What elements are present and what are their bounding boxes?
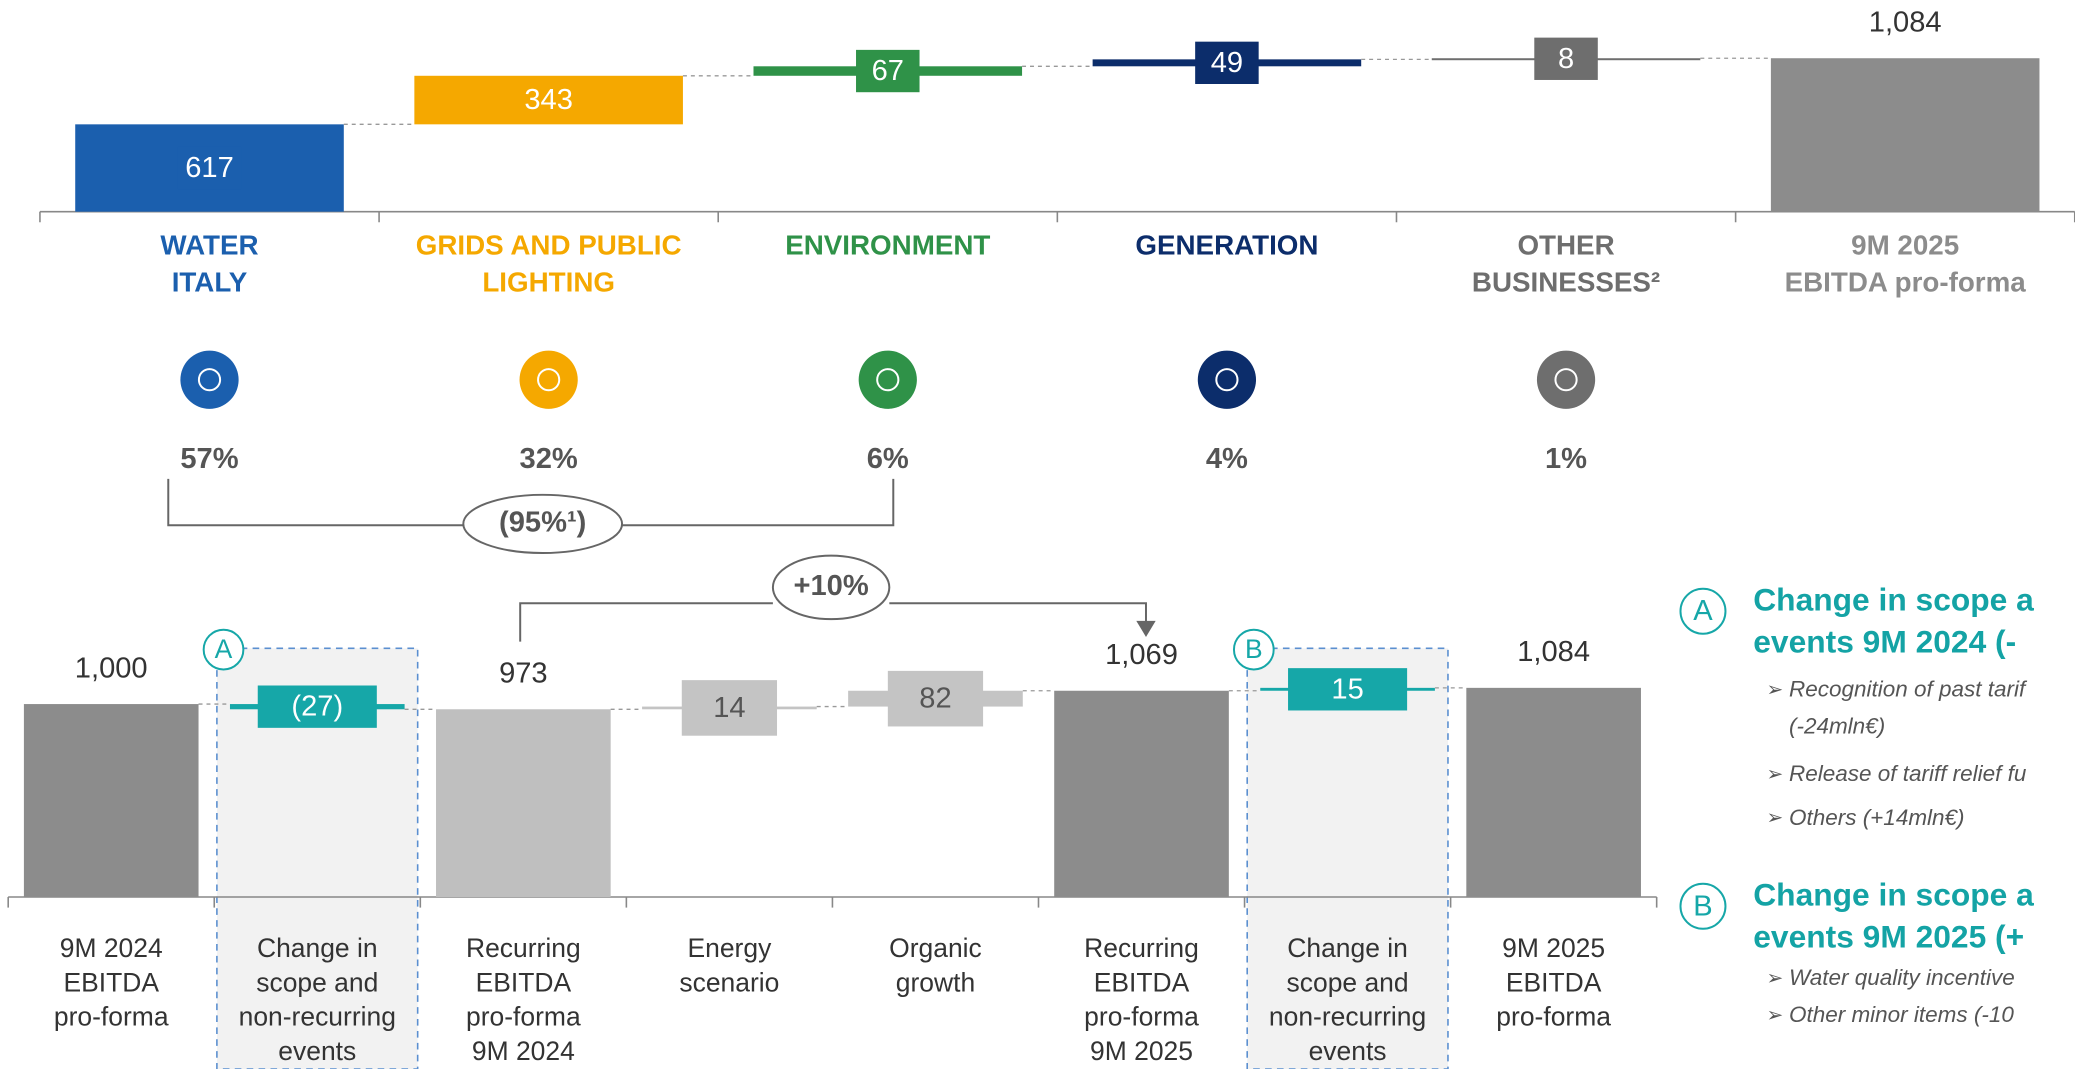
value-label: 15 (1331, 673, 1363, 705)
value-label: 973 (499, 658, 548, 690)
value-label: 14 (713, 692, 745, 724)
note-bullet: Recognition of past tarif (1789, 677, 2028, 702)
note-title: Change in scope a (1753, 876, 2034, 912)
category-label: GRIDS AND PUBLIC LIGHTING (416, 230, 682, 298)
value-label: 1,084 (1517, 636, 1590, 668)
category-label: Organic growth (889, 933, 982, 997)
highlight-marker (1232, 628, 1275, 671)
value-label: 1,069 (1105, 639, 1178, 671)
value-label: 67 (872, 55, 904, 87)
share-bracket (167, 478, 895, 555)
value-label-box (856, 49, 920, 93)
bullet-arrow: ➢ (1766, 967, 1783, 989)
value-label: 82 (919, 683, 951, 715)
note-marker (1679, 587, 1727, 635)
bracket-line (519, 602, 773, 642)
value-label-box (1195, 41, 1259, 84)
bar (1466, 687, 1641, 898)
category-label: Recurring EBITDA pro-forma 9M 2024 (466, 933, 581, 1066)
segment-icon-glyph (876, 368, 900, 392)
note-bullet: Water quality incentive (1789, 965, 2015, 990)
share-label: 4% (1206, 443, 1248, 475)
note-title: events 9M 2024 (- (1753, 624, 2016, 660)
value-label: 617 (185, 152, 234, 184)
category-label: 9M 2025 EBITDA pro-forma (1785, 230, 2027, 298)
growth-bracket (519, 554, 1156, 642)
bullet-arrow: ➢ (1766, 807, 1783, 829)
segment-icon-glyph (1215, 368, 1239, 392)
category-label: Recurring EBITDA pro-forma 9M 2025 (1084, 933, 1199, 1066)
note-bullet: Release of tariff relief fu (1789, 761, 2027, 786)
highlight-marker-text: A (215, 634, 233, 664)
note-bullet: Other minor items (-10 (1789, 1002, 2014, 1027)
bracket-line (889, 602, 1147, 625)
bar (23, 704, 199, 898)
share-label: 1% (1545, 443, 1587, 475)
arrow-head (1136, 620, 1156, 637)
highlight-marker-text: B (1245, 634, 1263, 664)
segment-icon-glyph (1554, 368, 1578, 392)
note-title: Change in scope a (1753, 581, 2034, 617)
value-label: 1,000 (75, 652, 148, 684)
bracket-ellipse (462, 493, 624, 555)
bar (436, 709, 611, 898)
value-label-box (257, 685, 377, 728)
value-label: 49 (1211, 47, 1243, 79)
share-label: 57% (180, 443, 238, 475)
value-label-box (1534, 37, 1598, 80)
value-label: (27) (291, 691, 343, 723)
bracket-line (167, 478, 464, 527)
value-label-box (1288, 668, 1408, 711)
segment-icon (1197, 350, 1257, 409)
note-bullet: Others (+14mln€) (1789, 805, 1965, 830)
bullet-arrow: ➢ (1766, 764, 1783, 786)
segment-icon (180, 350, 239, 409)
category-label: Change in scope and non-recurring events (239, 933, 396, 1066)
category-label: Energy scenario (679, 933, 779, 997)
value-label: 1,084 (1869, 7, 1942, 39)
segment-icon-glyph (197, 368, 222, 392)
bullet-arrow: ➢ (1766, 679, 1783, 701)
segment-icon (519, 350, 578, 409)
value-label-box (516, 78, 581, 122)
category-label: Change in scope and non-recurring events (1269, 933, 1426, 1066)
share-total: (95%¹) (499, 507, 586, 539)
note-marker-text: B (1693, 890, 1712, 922)
bar (1054, 690, 1229, 898)
growth-label: +10% (793, 570, 868, 602)
category-label: ENVIRONMENT (785, 230, 990, 261)
note-bullet: (-24mln€) (1789, 714, 1885, 739)
highlight-box (1246, 647, 1449, 1069)
growth-ellipse (771, 554, 891, 621)
value-label-box (887, 670, 984, 727)
segment-icon (1536, 350, 1596, 409)
segment-icon-glyph (537, 368, 561, 392)
category-label: 9M 2025 EBITDA pro-forma (1496, 933, 1611, 1032)
category-label: GENERATION (1135, 230, 1318, 261)
value-label: 8 (1558, 43, 1574, 75)
category-label: WATER ITALY (160, 230, 258, 298)
segment-icon (858, 350, 917, 409)
category-label: 9M 2024 EBITDA pro-forma (54, 933, 169, 1032)
note-marker-text: A (1693, 595, 1713, 627)
category-label: OTHER BUSINESSES² (1472, 230, 1660, 298)
bullet-arrow: ➢ (1766, 1004, 1783, 1026)
highlight-marker (202, 628, 245, 671)
value-label-box (681, 680, 778, 736)
note-marker (1679, 882, 1727, 930)
bar (1770, 58, 2040, 212)
bracket-line (622, 478, 895, 527)
share-label: 32% (520, 443, 578, 475)
value-label-box (177, 146, 242, 190)
note-title: events 9M 2025 (+ (1753, 919, 2024, 955)
share-label: 6% (867, 443, 909, 475)
value-label: 343 (524, 84, 573, 116)
